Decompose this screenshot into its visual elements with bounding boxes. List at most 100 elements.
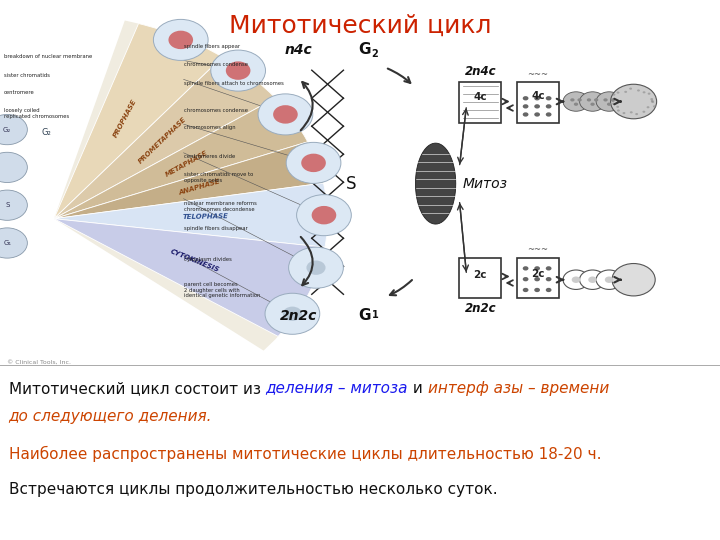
Text: nuclear membrane reforms
chromosomes decondense: nuclear membrane reforms chromosomes dec…: [184, 201, 256, 212]
Circle shape: [523, 104, 528, 109]
Text: 2n2c: 2n2c: [464, 302, 496, 315]
Text: CYTOKINESIS: CYTOKINESIS: [169, 248, 220, 273]
Wedge shape: [54, 98, 307, 219]
Text: Наиболее распространены митотические циклы длительностью 18-20 ч.: Наиболее распространены митотические цик…: [9, 446, 601, 462]
Circle shape: [0, 152, 27, 183]
Circle shape: [570, 98, 575, 102]
Circle shape: [546, 277, 552, 281]
Text: sister chromatids move to
opposite poles: sister chromatids move to opposite poles: [184, 172, 253, 183]
Circle shape: [297, 194, 351, 235]
Wedge shape: [54, 183, 328, 247]
Wedge shape: [54, 219, 325, 336]
Circle shape: [649, 93, 652, 96]
Bar: [0, 22, 720, 367]
Text: parent cell becomes
2 daughter cells with
identical genetic information: parent cell becomes 2 daughter cells wit…: [184, 282, 260, 299]
Text: G: G: [359, 308, 371, 323]
Circle shape: [546, 96, 552, 100]
Text: 2: 2: [372, 49, 378, 59]
Circle shape: [619, 92, 622, 94]
Circle shape: [629, 90, 632, 92]
Circle shape: [534, 288, 540, 292]
Text: G: G: [359, 42, 371, 57]
Wedge shape: [54, 24, 222, 219]
Circle shape: [563, 270, 589, 289]
Circle shape: [625, 111, 628, 113]
Circle shape: [641, 110, 644, 112]
Circle shape: [211, 50, 266, 91]
Circle shape: [580, 270, 606, 289]
Circle shape: [546, 288, 552, 292]
Text: G₂: G₂: [42, 128, 52, 137]
Circle shape: [611, 98, 615, 102]
Bar: [517, 258, 559, 298]
Circle shape: [534, 112, 540, 117]
Circle shape: [168, 31, 193, 49]
Text: PROMETAPHASE: PROMETAPHASE: [138, 116, 188, 164]
Circle shape: [523, 288, 528, 292]
Wedge shape: [54, 57, 275, 219]
Text: ~~~: ~~~: [527, 70, 549, 79]
Text: ANAPHASE: ANAPHASE: [178, 179, 221, 196]
Circle shape: [534, 277, 540, 281]
Circle shape: [574, 103, 578, 106]
Circle shape: [588, 276, 597, 283]
Circle shape: [153, 19, 208, 60]
Circle shape: [258, 94, 312, 135]
Circle shape: [590, 103, 595, 106]
Circle shape: [273, 105, 298, 124]
Circle shape: [523, 112, 528, 117]
Polygon shape: [415, 143, 456, 224]
Circle shape: [596, 270, 622, 289]
Circle shape: [283, 307, 302, 321]
Circle shape: [635, 111, 638, 113]
Bar: [459, 82, 501, 123]
Text: и: и: [408, 381, 428, 396]
Circle shape: [577, 98, 582, 102]
Circle shape: [563, 92, 589, 111]
Circle shape: [612, 264, 655, 296]
Circle shape: [652, 99, 654, 101]
Circle shape: [611, 84, 657, 119]
Wedge shape: [54, 142, 323, 219]
Text: spindle fibers attach to chromosomes: spindle fibers attach to chromosomes: [184, 81, 284, 86]
Circle shape: [289, 247, 343, 288]
Text: chromosomes align: chromosomes align: [184, 125, 235, 130]
Circle shape: [265, 293, 320, 334]
Text: 2c: 2c: [531, 268, 544, 279]
Text: S: S: [5, 202, 9, 208]
Circle shape: [523, 96, 528, 100]
Text: Митоз: Митоз: [463, 177, 508, 191]
Circle shape: [0, 190, 27, 220]
Circle shape: [596, 92, 622, 111]
Circle shape: [594, 98, 598, 102]
Text: интерф азы – времени: интерф азы – времени: [428, 381, 609, 396]
Text: деления – митоза: деления – митоза: [266, 381, 408, 396]
Circle shape: [651, 101, 654, 103]
Circle shape: [647, 109, 649, 111]
Circle shape: [652, 103, 654, 105]
Circle shape: [301, 154, 326, 172]
Circle shape: [626, 90, 629, 92]
Circle shape: [534, 104, 540, 109]
Text: PROPHASE: PROPHASE: [112, 98, 138, 139]
Text: Встречаются циклы продолжительностью несколько суток.: Встречаются циклы продолжительностью нес…: [9, 482, 498, 497]
Polygon shape: [54, 21, 328, 350]
Circle shape: [226, 62, 251, 80]
Text: G₁: G₁: [3, 240, 12, 246]
Circle shape: [607, 103, 611, 106]
Text: spindle fibers disappear: spindle fibers disappear: [184, 226, 248, 231]
Circle shape: [614, 99, 617, 101]
Text: © Clinical Tools, Inc.: © Clinical Tools, Inc.: [7, 360, 71, 365]
Circle shape: [546, 104, 552, 109]
Circle shape: [307, 260, 325, 275]
Circle shape: [546, 266, 552, 271]
Circle shape: [644, 90, 647, 92]
Text: 1: 1: [372, 310, 378, 321]
Circle shape: [637, 89, 640, 91]
Text: 4c: 4c: [474, 92, 487, 102]
Text: sister chromatids: sister chromatids: [4, 73, 50, 78]
Text: Митотический цикл состоит из: Митотический цикл состоит из: [9, 381, 266, 396]
Circle shape: [650, 97, 653, 99]
Circle shape: [312, 206, 336, 225]
Circle shape: [613, 96, 616, 98]
